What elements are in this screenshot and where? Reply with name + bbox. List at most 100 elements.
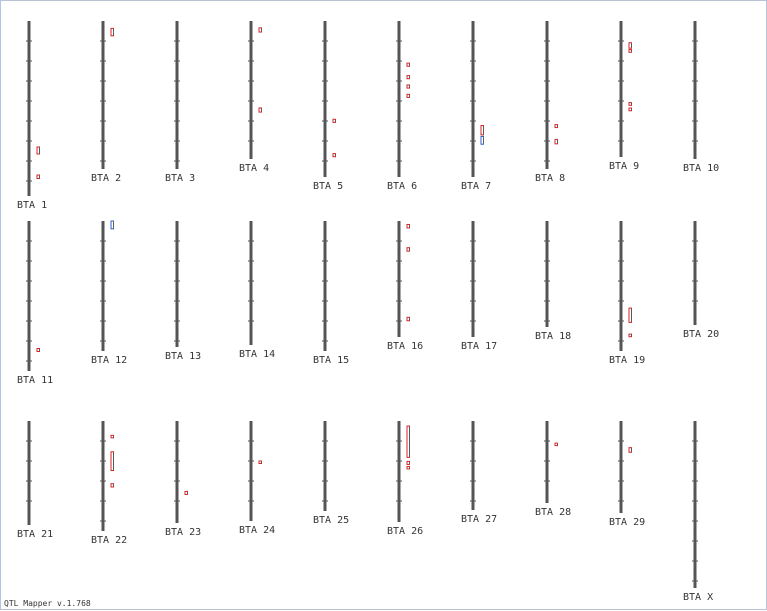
chromosome-label: BTA 19 [609,355,645,366]
chromosome-bar [545,421,549,503]
chromosome-label: BTA X [683,592,713,603]
qtl-marker[interactable] [628,447,632,453]
chromosome-bar [101,21,105,169]
chromosome-bar [27,21,31,196]
qtl-marker[interactable] [554,138,558,145]
qtl-marker[interactable] [406,316,410,322]
chromosome-bta-8: BTA 8 [535,21,565,184]
chromosome-bta-18: BTA 18 [535,221,571,342]
qtl-marker[interactable] [406,75,410,80]
chromosome-bar [545,21,549,169]
chromosome-bar [175,421,179,523]
chromosome-label: BTA 27 [461,514,497,525]
qtl-marker[interactable] [406,62,410,67]
chromosome-bta-13: BTA 13 [165,221,201,362]
chromosome-label: BTA 14 [239,349,275,360]
chromosome-label: BTA 3 [165,173,195,184]
chromosome-label: BTA 26 [387,526,423,537]
chromosome-bar [27,221,31,371]
qtl-marker[interactable] [406,247,410,252]
chromosome-bta-26: BTA 26 [387,421,423,537]
qtl-marker[interactable] [628,49,632,53]
chromosome-bar [693,421,697,588]
qtl-marker[interactable] [36,146,40,155]
chromosome-bar [249,421,253,521]
chromosome-bar [693,221,697,325]
chromosome-label: BTA 2 [91,173,121,184]
qtl-marker[interactable] [406,93,410,98]
chromosome-bar [101,421,105,531]
chromosome-bar [249,21,253,159]
qtl-marker[interactable] [258,27,262,33]
chromosome-bta-19: BTA 19 [609,221,645,366]
qtl-marker[interactable] [480,125,484,136]
chromosome-label: BTA 16 [387,341,423,352]
qtl-marker[interactable] [332,118,336,123]
qtl-marker[interactable] [258,460,262,464]
qtl-marker[interactable] [110,451,114,471]
qtl-marker[interactable] [406,84,410,89]
chromosome-bta-25: BTA 25 [313,421,349,526]
chromosome-bta-9: BTA 9 [609,21,639,172]
chromosome-bar [397,221,401,337]
chromosome-label: BTA 11 [17,375,53,386]
chromosome-bta-5: BTA 5 [313,21,343,192]
chromosome-label: BTA 22 [91,535,127,546]
chromosome-bar [175,21,179,169]
qtl-marker[interactable] [554,442,558,447]
qtl-marker[interactable] [406,425,410,458]
chromosome-bta-3: BTA 3 [165,21,195,184]
chromosome-bar [471,421,475,510]
qtl-marker[interactable] [110,27,114,37]
chromosome-bar [323,221,327,351]
chromosome-label: BTA 25 [313,515,349,526]
chromosome-bta-17: BTA 17 [461,221,497,352]
chromosome-bta-6: BTA 6 [387,21,417,192]
qtl-marker[interactable] [36,174,40,179]
chromosome-bta-14: BTA 14 [239,221,275,360]
qtl-marker[interactable] [332,153,336,158]
qtl-marker[interactable] [628,102,632,106]
chromosome-bta-21: BTA 21 [17,421,53,540]
chromosome-bar [619,221,623,351]
chromosome-bta-10: BTA 10 [683,21,719,174]
qtl-marker[interactable] [36,348,40,352]
chromosome-bar [619,421,623,513]
chromosome-bta-23: BTA 23 [165,421,201,538]
chromosome-bar [397,21,401,177]
chromosome-label: BTA 17 [461,341,497,352]
chromosome-bta-12: BTA 12 [91,220,127,366]
qtl-marker[interactable] [554,124,558,129]
qtl-marker[interactable] [406,460,410,465]
chromosome-bta-22: BTA 22 [91,421,127,546]
chromosome-label: BTA 1 [17,200,47,211]
chromosome-bar [397,421,401,522]
chromosome-bta-7: BTA 7 [461,21,491,192]
chromosome-bar [175,221,179,347]
chromosome-label: BTA 28 [535,507,571,518]
qtl-marker[interactable] [184,490,188,495]
chromosome-bta-29: BTA 29 [609,421,645,528]
qtl-marker[interactable] [110,220,114,230]
qtl-marker[interactable] [628,333,632,338]
qtl-marker[interactable] [406,465,410,470]
qtl-marker[interactable] [480,135,484,145]
chromosome-bar [323,421,327,511]
qtl-marker[interactable] [110,483,114,488]
qtl-marker[interactable] [628,42,632,49]
chromosome-bta-1: BTA 1 [17,21,47,211]
qtl-marker[interactable] [406,223,410,229]
qtl-marker[interactable] [110,434,114,439]
chromosome-bta-15: BTA 15 [313,221,349,366]
chromosome-bta-28: BTA 28 [535,421,571,518]
qtl-marker[interactable] [628,107,632,112]
chromosome-label: BTA 12 [91,355,127,366]
chromosome-label: BTA 13 [165,351,201,362]
chromosome-bta-20: BTA 20 [683,221,719,340]
chromosome-bar [101,221,105,351]
chromosome-label: BTA 6 [387,181,417,192]
qtl-marker[interactable] [258,107,262,113]
chromosome-bar [471,221,475,337]
qtl-marker[interactable] [628,307,632,323]
